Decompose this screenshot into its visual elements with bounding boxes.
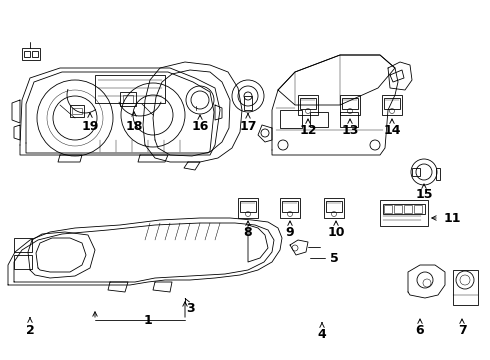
Bar bbox=[280, 110, 302, 128]
Text: 13: 13 bbox=[342, 119, 359, 136]
Bar bbox=[72, 108, 82, 114]
Text: 6: 6 bbox=[416, 319, 424, 337]
Text: 9: 9 bbox=[286, 221, 294, 238]
Bar bbox=[282, 201, 298, 212]
Bar bbox=[380, 200, 428, 226]
Bar bbox=[436, 168, 440, 180]
Bar bbox=[326, 201, 342, 212]
Text: 16: 16 bbox=[191, 115, 209, 132]
Text: 11: 11 bbox=[444, 211, 462, 225]
Bar bbox=[412, 168, 420, 176]
Bar bbox=[384, 205, 392, 213]
Text: 1: 1 bbox=[144, 314, 152, 327]
Bar bbox=[123, 95, 133, 103]
Bar bbox=[240, 201, 256, 212]
Bar bbox=[384, 98, 400, 109]
Bar bbox=[70, 105, 84, 117]
Bar bbox=[14, 238, 32, 252]
Text: 5: 5 bbox=[330, 252, 339, 265]
Text: 4: 4 bbox=[318, 323, 326, 342]
Bar bbox=[244, 96, 252, 110]
Bar bbox=[340, 112, 358, 127]
Bar bbox=[22, 48, 40, 60]
Bar bbox=[383, 204, 425, 214]
Text: 12: 12 bbox=[299, 119, 317, 136]
Bar bbox=[382, 95, 402, 115]
Text: 14: 14 bbox=[383, 119, 401, 136]
Text: 7: 7 bbox=[458, 319, 466, 337]
Text: 2: 2 bbox=[25, 318, 34, 337]
Bar bbox=[298, 95, 318, 115]
Text: 18: 18 bbox=[125, 112, 143, 132]
Text: 19: 19 bbox=[81, 113, 98, 132]
Text: 15: 15 bbox=[415, 184, 433, 202]
Bar bbox=[24, 51, 30, 57]
Text: 8: 8 bbox=[244, 221, 252, 238]
Text: 3: 3 bbox=[185, 298, 195, 315]
Bar bbox=[14, 255, 32, 269]
Bar bbox=[453, 270, 478, 305]
Text: 10: 10 bbox=[327, 221, 345, 238]
Bar bbox=[310, 112, 328, 127]
Bar bbox=[414, 205, 422, 213]
Bar bbox=[324, 198, 344, 218]
Bar bbox=[300, 98, 316, 109]
Bar bbox=[342, 98, 358, 109]
Bar bbox=[95, 75, 165, 103]
Text: 17: 17 bbox=[239, 114, 257, 132]
Bar bbox=[394, 205, 402, 213]
Bar bbox=[238, 198, 258, 218]
Bar bbox=[120, 92, 136, 106]
Bar bbox=[404, 205, 412, 213]
Bar bbox=[32, 51, 38, 57]
Bar bbox=[280, 198, 300, 218]
Bar bbox=[340, 95, 360, 115]
